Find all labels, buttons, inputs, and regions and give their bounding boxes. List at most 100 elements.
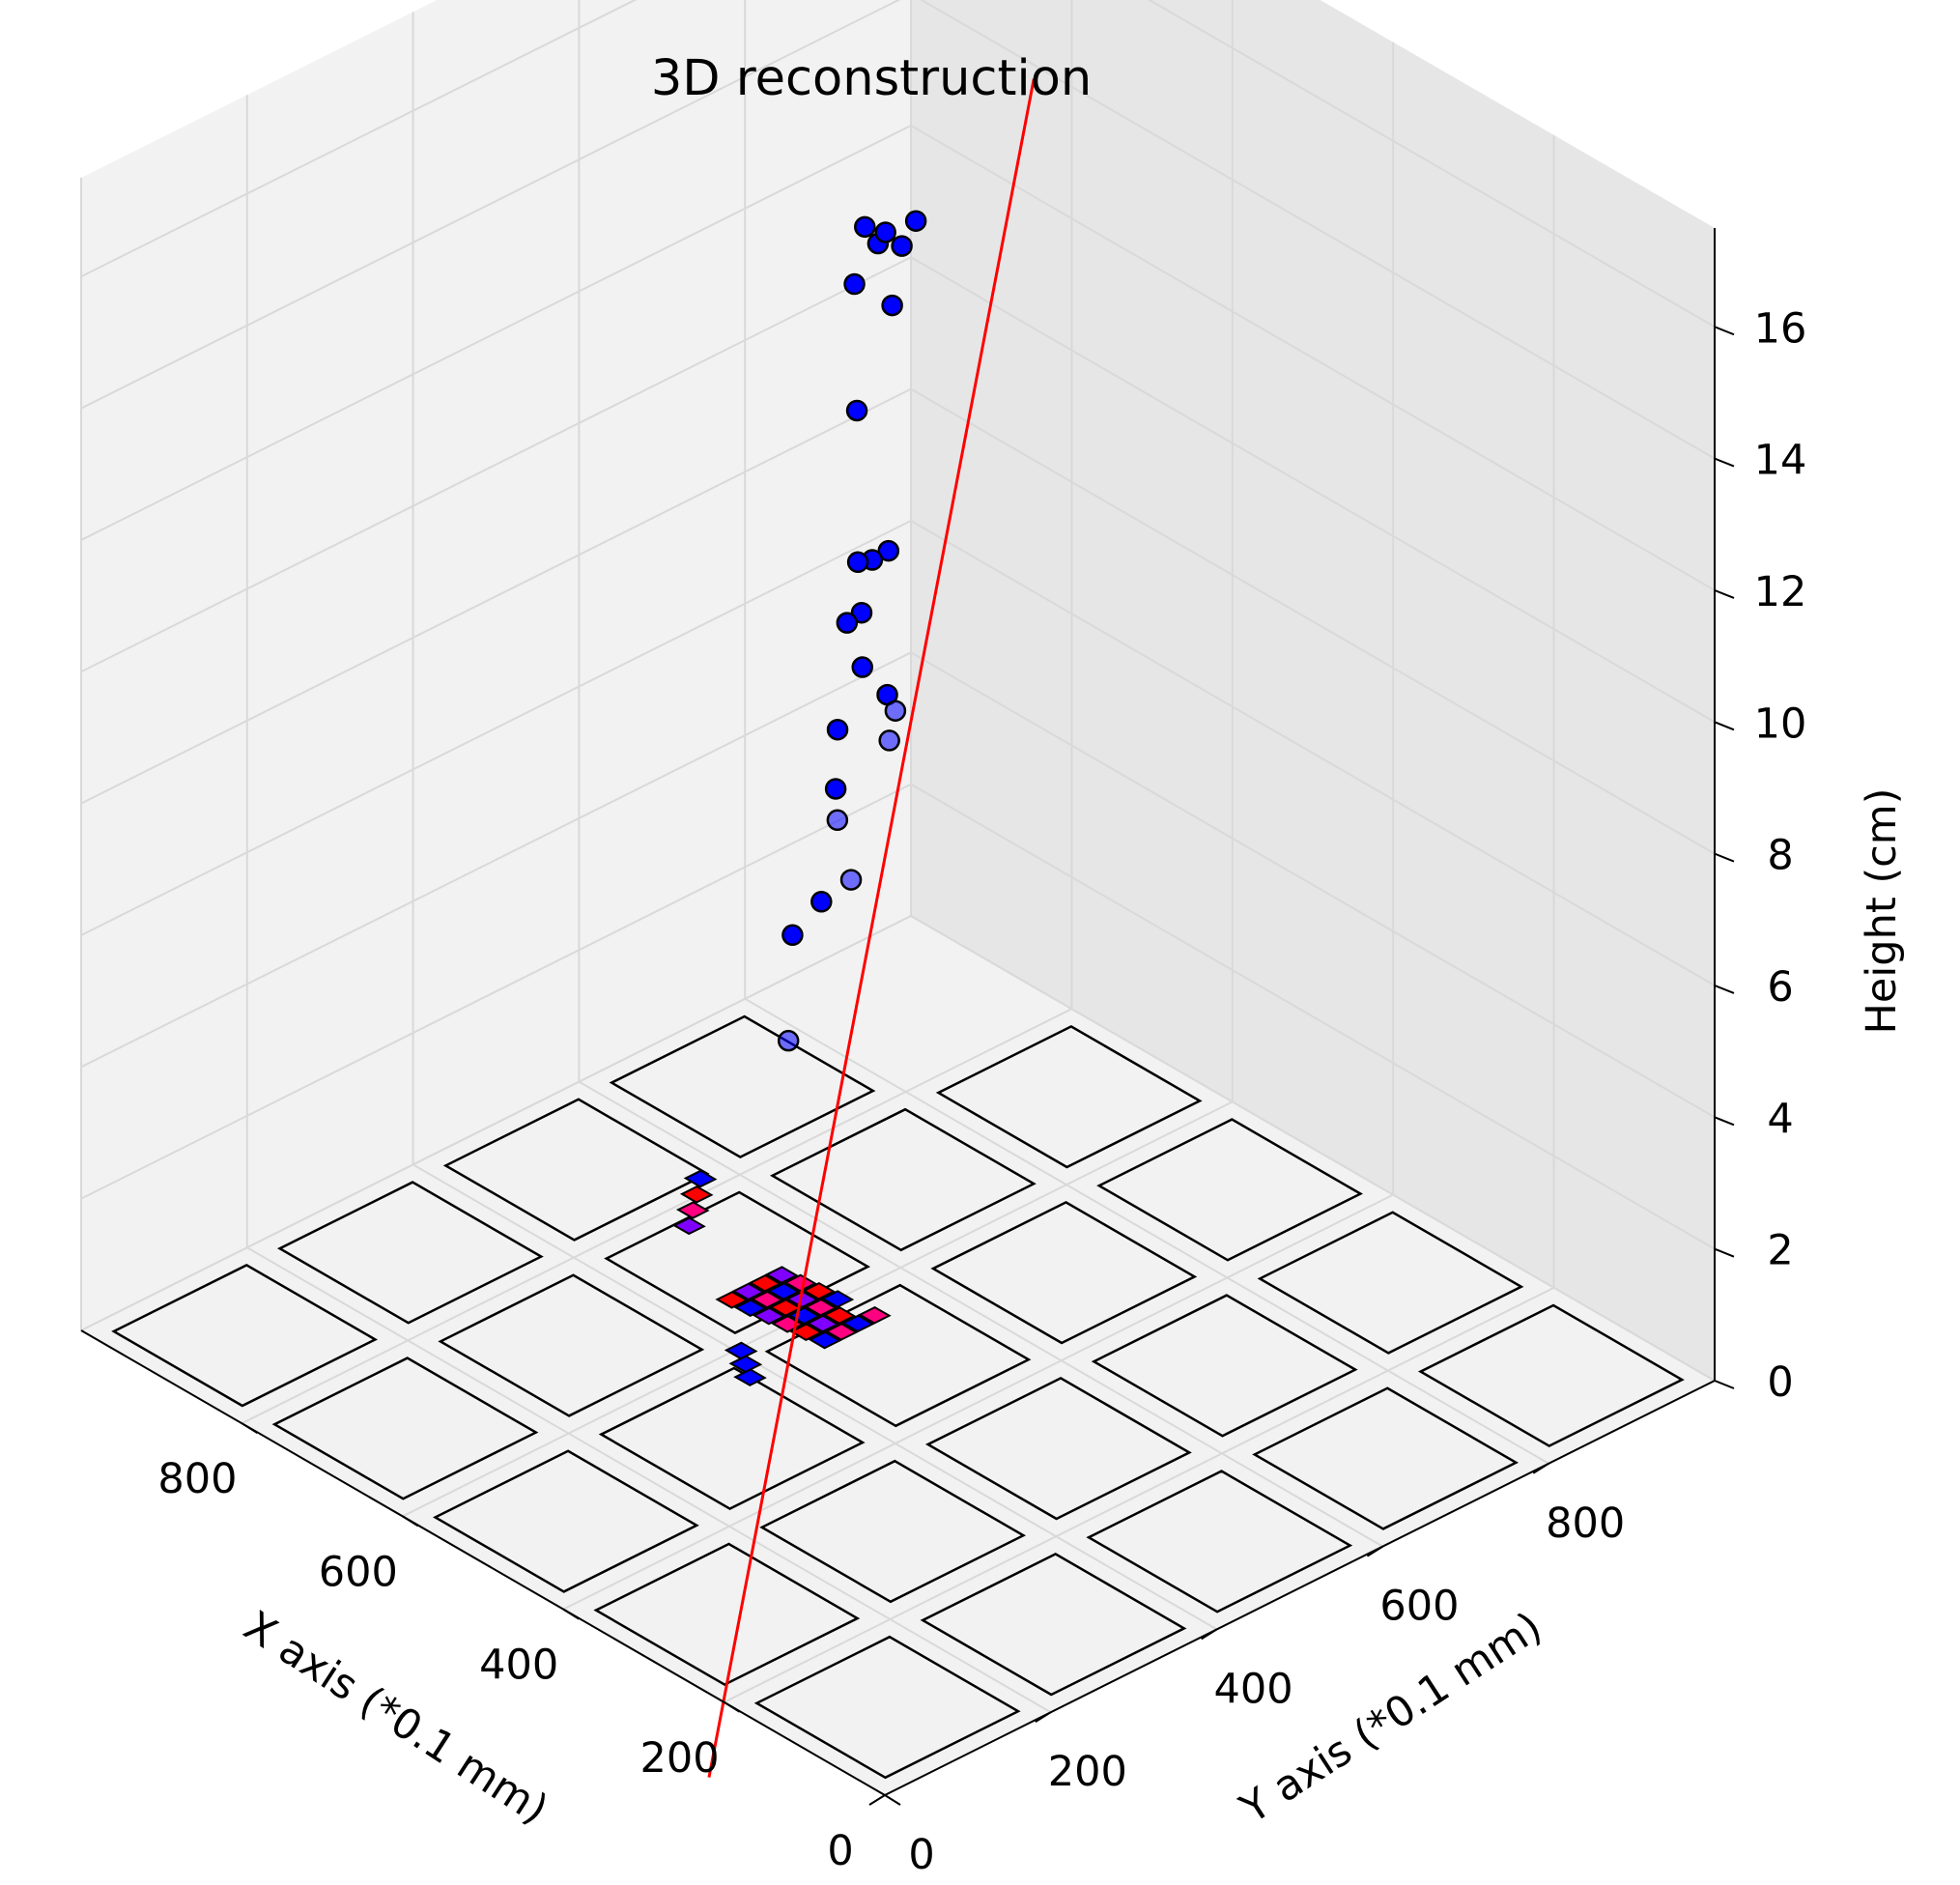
y-tick bbox=[868, 1794, 886, 1806]
detector-tiles bbox=[111, 1014, 1685, 1780]
hit-pixel bbox=[715, 1291, 750, 1309]
grid-line bbox=[80, 256, 912, 673]
grid-line bbox=[910, 256, 1716, 724]
grid-line bbox=[910, 520, 1716, 986]
hit-pixel bbox=[820, 1290, 855, 1308]
detector-tile bbox=[271, 1357, 539, 1500]
grid-line bbox=[744, 997, 1549, 1465]
x-tick-label: 0 bbox=[827, 1827, 853, 1875]
hit-pixel bbox=[724, 1341, 758, 1360]
z-tick bbox=[1714, 1116, 1735, 1127]
z-axis-label: Height (cm) bbox=[1858, 788, 1906, 1035]
y-tick bbox=[1532, 1462, 1549, 1474]
grid-line bbox=[1147, 0, 1716, 328]
hit-pixel bbox=[748, 1273, 782, 1293]
hit-pixel bbox=[731, 1282, 766, 1301]
detector-tile bbox=[759, 1459, 1027, 1604]
data-point bbox=[826, 809, 849, 832]
detector-tile bbox=[1096, 1118, 1364, 1262]
detector-tile bbox=[753, 1635, 1021, 1780]
detector-tile bbox=[276, 1181, 544, 1325]
z-tick-label: 4 bbox=[1767, 1095, 1793, 1143]
data-point bbox=[836, 612, 859, 634]
x-tick-label: 800 bbox=[157, 1455, 237, 1503]
hit-pixel bbox=[733, 1299, 768, 1318]
hit-pixel bbox=[764, 1266, 799, 1284]
data-point bbox=[839, 869, 863, 891]
right-back-pane bbox=[911, 0, 1715, 1381]
x-tick bbox=[884, 1794, 901, 1806]
fit-line-path bbox=[707, 78, 1036, 1778]
hit-pixel bbox=[683, 1169, 718, 1188]
chart-title: 3D reconstruction bbox=[651, 50, 1092, 107]
data-point bbox=[845, 399, 868, 422]
hit-pixel bbox=[675, 1201, 710, 1219]
data-point bbox=[874, 221, 896, 243]
detector-tile bbox=[935, 1024, 1203, 1169]
data-point bbox=[850, 601, 873, 624]
left-back-pane bbox=[81, 0, 911, 1330]
data-point bbox=[824, 778, 847, 800]
detector-tile bbox=[1257, 1211, 1524, 1355]
hit-pixel bbox=[672, 1216, 706, 1236]
x-tick bbox=[241, 1422, 258, 1435]
grid-line bbox=[80, 0, 901, 410]
z-tick bbox=[1714, 326, 1735, 336]
z-tick-label: 10 bbox=[1754, 700, 1807, 748]
grid-line bbox=[412, 1163, 1218, 1631]
z-tick bbox=[1714, 985, 1735, 994]
x-axis-line bbox=[80, 1329, 886, 1796]
detector-tile bbox=[769, 1107, 1037, 1252]
data-point bbox=[810, 891, 833, 913]
floor-pane bbox=[81, 916, 1715, 1795]
grid-line bbox=[578, 1080, 1383, 1548]
hit-pixel bbox=[789, 1323, 823, 1342]
grid-line bbox=[80, 783, 912, 1200]
z-tick-label: 14 bbox=[1754, 437, 1807, 485]
grid-line bbox=[724, 1286, 1555, 1703]
y-axis-line bbox=[884, 1380, 1716, 1796]
grid-line bbox=[80, 520, 912, 936]
hit-pixel bbox=[750, 1290, 784, 1309]
z-tick-label: 6 bbox=[1767, 963, 1793, 1012]
hit-pixel bbox=[824, 1323, 859, 1341]
z-tick bbox=[1714, 1247, 1735, 1258]
detector-tile bbox=[432, 1449, 699, 1593]
x-tick-label: 600 bbox=[319, 1548, 398, 1596]
data-point bbox=[884, 700, 907, 722]
grid-line bbox=[910, 125, 1716, 591]
z-tick bbox=[1714, 721, 1735, 731]
data-point bbox=[891, 235, 913, 257]
y-tick-label: 800 bbox=[1546, 1499, 1625, 1548]
grid-line bbox=[80, 915, 912, 1331]
hit-pixel bbox=[752, 1306, 786, 1326]
data-point bbox=[851, 656, 873, 678]
x-tick-label: 200 bbox=[640, 1734, 720, 1783]
x-tick-label: 400 bbox=[479, 1642, 558, 1690]
detector-tile bbox=[598, 1366, 866, 1511]
hit-pixel bbox=[804, 1298, 838, 1317]
detector-tile bbox=[111, 1263, 379, 1408]
detector-tile bbox=[442, 1098, 710, 1242]
grid-line bbox=[920, 0, 1716, 460]
z-tick-label: 12 bbox=[1754, 568, 1807, 616]
x-tick bbox=[402, 1515, 419, 1528]
y-tick bbox=[1366, 1545, 1383, 1557]
detector-tile bbox=[1417, 1303, 1685, 1448]
z-tick bbox=[1714, 852, 1735, 863]
data-point bbox=[881, 294, 903, 317]
grid-line bbox=[910, 651, 1716, 1119]
data-point bbox=[843, 272, 866, 296]
data-point bbox=[877, 539, 900, 562]
grid-line bbox=[562, 1193, 1394, 1611]
hit-pixel bbox=[766, 1282, 801, 1300]
detector-tile bbox=[1086, 1470, 1353, 1614]
grid-line bbox=[910, 387, 1716, 855]
z-tick-label: 2 bbox=[1767, 1227, 1793, 1275]
hit-pixel bbox=[808, 1330, 842, 1350]
y-tick bbox=[1035, 1711, 1052, 1724]
z-tick-label: 16 bbox=[1754, 304, 1807, 353]
grid-line bbox=[910, 915, 1716, 1382]
axis-panes bbox=[81, 0, 1715, 1795]
